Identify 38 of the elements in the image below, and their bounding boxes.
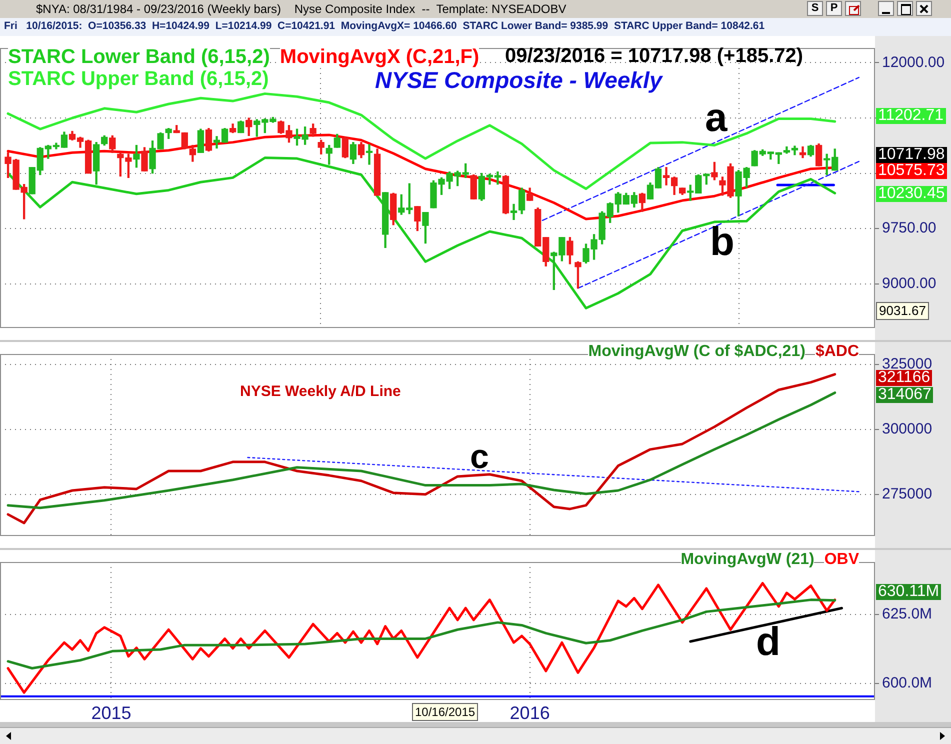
candlestick	[510, 204, 518, 220]
text: STARC Lower Band (6,15,2)	[8, 46, 270, 68]
x-tick-label: 2016	[510, 702, 550, 723]
series-label: STARC Upper Band (6,15,2)	[8, 68, 269, 90]
text: 11202.71	[876, 107, 946, 124]
y-tick-label: 300000	[882, 420, 932, 438]
candlestick	[366, 144, 373, 165]
y-tick-label: 12000.00	[882, 54, 945, 71]
text: MovingAvgW (C of $ADC,21)	[588, 343, 806, 361]
annotation: NYSE Weekly A/D Line	[240, 383, 401, 400]
y-tick-label: 625.0M	[882, 606, 932, 623]
annotation: b	[710, 220, 734, 264]
y-tick-label: 600.0M	[882, 674, 932, 692]
text: MovingAvgX (C,21,F)	[280, 46, 480, 68]
series-label: OBV	[824, 551, 859, 569]
y-tick-label: 9750.00	[882, 220, 936, 237]
annotation: d	[756, 620, 780, 664]
series-label: MovingAvgW (21)	[680, 551, 814, 569]
x-tick-label: 2015	[91, 702, 132, 723]
text: 630.11M	[876, 583, 942, 600]
annotation: c	[470, 438, 489, 476]
annotation: 09/23/2016 = 10717.98 (+185.72)	[505, 45, 804, 67]
text: S	[807, 1, 823, 16]
y-tick-label: 275000	[882, 486, 932, 503]
text: 10230.45	[876, 185, 947, 202]
text: 10575.73	[876, 162, 947, 179]
text: 10/16/2015	[412, 703, 478, 721]
annotation: a	[705, 96, 728, 140]
text: NYSE Composite - Weekly	[375, 67, 662, 93]
text: Fri 10/16/2015: O=10356.33 H=10424.99 L=10214.99 C=10421.91 MovingAvgX= 10466.60 STARC Lower Band= 9385.99 STARC Upper Band= 10842.61	[4, 20, 765, 32]
text: 314067	[876, 386, 934, 403]
text: 10717.98	[876, 146, 947, 163]
y-tick-label: 9000.00	[882, 274, 936, 292]
text: 321166	[876, 369, 932, 386]
series-label: $ADC	[815, 343, 859, 361]
text: $NYA: 08/31/1984 - 09/23/2016 (Weekly bars) Nyse Composite Index -- Template: NYSEADOBV	[36, 2, 566, 16]
text: 9031.67	[876, 302, 929, 320]
text: P	[826, 1, 842, 16]
